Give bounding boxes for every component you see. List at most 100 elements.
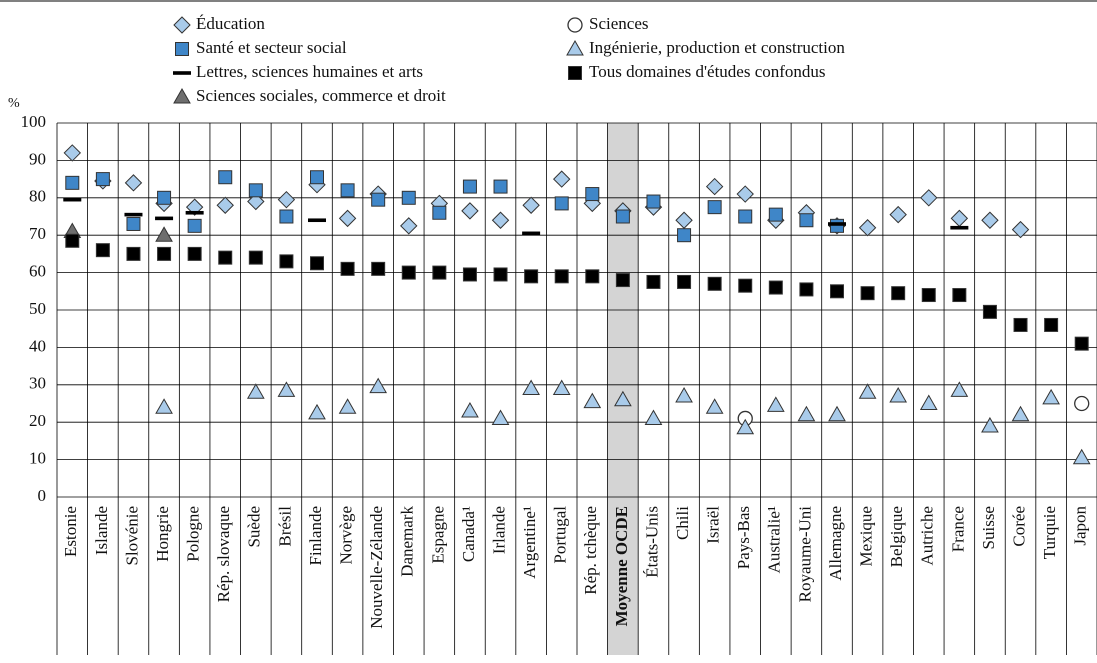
x-tick-label: Slovénie [122, 506, 141, 566]
diamond-marker [889, 205, 907, 224]
triangle-marker [950, 381, 969, 397]
square-marker [554, 196, 569, 211]
triangle-marker [1042, 388, 1060, 405]
triangle-marker [173, 87, 191, 104]
square-marker [248, 250, 263, 265]
y-tick-label: 0 [38, 486, 47, 505]
triangle-marker [308, 403, 326, 420]
diamond-marker [950, 209, 969, 228]
legend-label: Ingénierie, production et construction [589, 38, 845, 57]
dash-marker [185, 210, 204, 215]
diamond-marker [216, 196, 234, 214]
x-tick-label: Irlande [489, 506, 508, 554]
diamond-marker [124, 174, 143, 192]
y-tick-label: 100 [21, 112, 47, 131]
square-marker [585, 187, 600, 202]
square-marker [187, 218, 202, 233]
triangle-marker [246, 383, 265, 399]
triangle-marker [889, 387, 908, 403]
square-marker [248, 183, 263, 198]
triangle-marker [155, 226, 173, 242]
triangle-marker [858, 383, 877, 399]
x-tick-label: Suède [245, 506, 264, 548]
legend-label: Tous domaines d'études confondus [589, 62, 826, 81]
square-marker [157, 190, 172, 205]
square-marker [218, 170, 233, 185]
diamond-marker [173, 16, 191, 34]
dash-marker [155, 216, 174, 221]
x-tick-label: Danemark [398, 506, 417, 577]
square-marker [493, 267, 508, 282]
triangle-marker [552, 379, 571, 396]
square-marker [95, 172, 110, 187]
x-tick-label: Nouvelle-Zélande [367, 506, 386, 629]
x-tick-label: Royaume-Uni [795, 506, 814, 603]
x-tick-label: États-Unis [642, 506, 661, 578]
diamond-marker [675, 211, 693, 229]
y-tick-label: 40 [29, 336, 46, 355]
y-tick-label: 30 [29, 374, 46, 393]
square-marker [568, 66, 582, 80]
diamond-marker [736, 185, 754, 203]
triangle-marker [338, 398, 357, 414]
x-tick-label: Canada¹ [459, 506, 478, 562]
square-marker [279, 209, 294, 224]
x-tick-label: Moyenne OCDE [612, 506, 631, 626]
x-tick-label: Islande [92, 506, 111, 555]
dash-marker [63, 197, 82, 202]
triangle-marker [461, 401, 479, 418]
diamond-marker [338, 209, 357, 228]
x-tick-label: Allemagne [826, 506, 845, 581]
square-marker [65, 233, 80, 248]
diamond-marker [461, 202, 479, 220]
square-marker [830, 218, 844, 233]
triangle-marker [583, 392, 602, 409]
x-tick-label: Estonie [61, 506, 80, 557]
square-marker [738, 209, 753, 224]
x-tick-label: Autriche [918, 506, 937, 565]
square-marker [952, 288, 967, 303]
y-tick-label: 80 [29, 187, 46, 206]
square-marker [310, 256, 324, 271]
square-marker [340, 261, 355, 276]
legend-label: Éducation [196, 14, 265, 33]
x-tick-label: Belgique [887, 506, 906, 567]
y-axis-label: % [8, 96, 20, 111]
square-marker [371, 261, 386, 276]
triangle-marker [828, 405, 846, 422]
square-marker [462, 179, 477, 194]
square-marker [126, 216, 141, 231]
square-marker [432, 265, 447, 280]
square-marker [279, 254, 294, 269]
x-tick-label: Pays-Bas [734, 506, 753, 569]
x-tick-label: Mexique [856, 506, 875, 566]
square-marker [738, 278, 753, 293]
triangle-marker [766, 396, 785, 412]
square-marker [187, 246, 202, 261]
square-marker [615, 209, 630, 224]
square-marker [1074, 336, 1089, 351]
square-marker [707, 276, 722, 291]
square-marker [157, 246, 172, 261]
square-marker [768, 207, 783, 222]
square-marker [830, 284, 844, 299]
triangle-marker [614, 390, 632, 407]
square-marker [65, 175, 80, 190]
square-marker [371, 192, 386, 207]
dash-marker [308, 218, 326, 223]
triangle-marker [522, 379, 540, 396]
triangle-marker [736, 418, 755, 435]
diamond-marker [858, 219, 877, 237]
square-marker [310, 170, 324, 185]
square-marker [462, 267, 477, 282]
triangle-marker [369, 377, 388, 394]
square-marker [401, 190, 416, 205]
x-tick-label: Brésil [275, 506, 294, 547]
y-tick-label: 50 [29, 299, 46, 318]
triangle-marker [155, 398, 173, 414]
dash-marker [950, 225, 969, 230]
square-marker [921, 288, 936, 303]
triangle-marker [919, 394, 938, 410]
square-marker [1013, 317, 1028, 332]
x-tick-label: Turquie [1040, 506, 1059, 559]
